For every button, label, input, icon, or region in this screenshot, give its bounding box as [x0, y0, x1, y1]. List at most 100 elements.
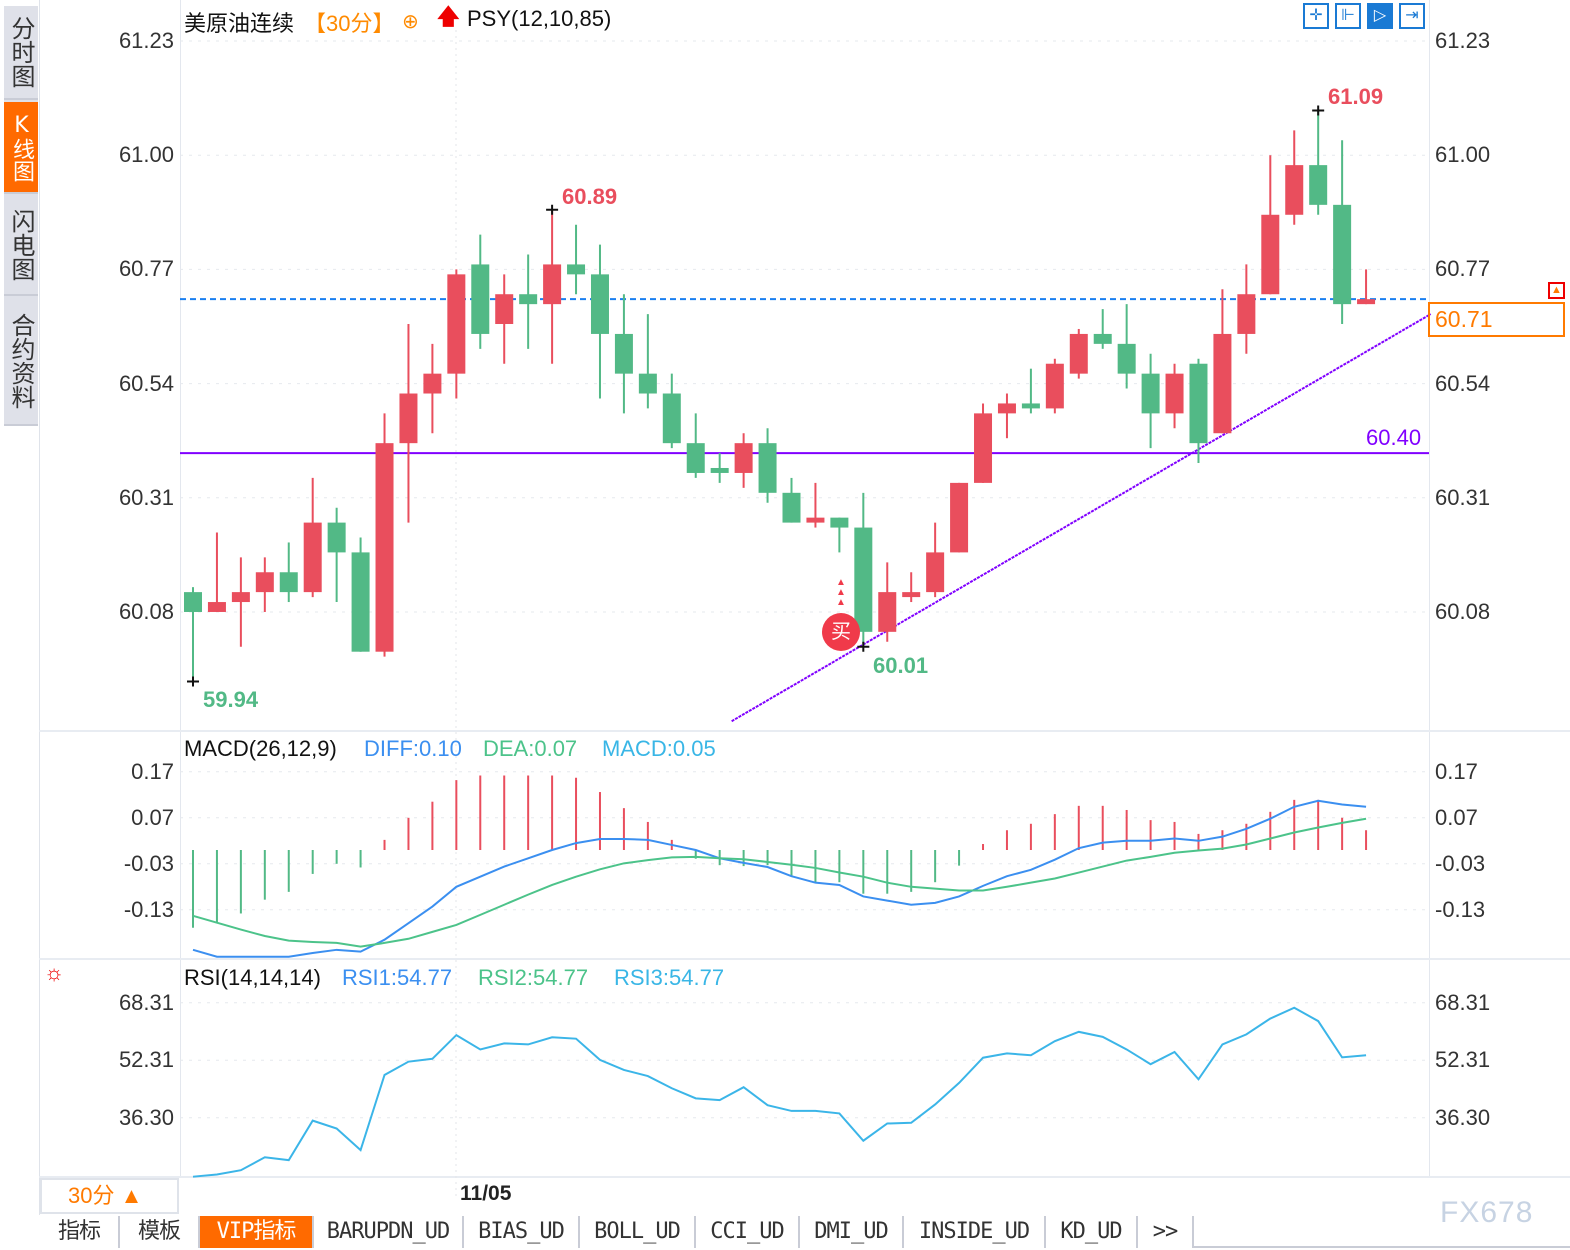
axis-left-border — [180, 0, 181, 1178]
bottom-tab-vip[interactable]: VIP指标 — [200, 1216, 314, 1248]
candle-body — [1165, 373, 1184, 414]
macd-axis-tick: 0.07 — [1435, 804, 1478, 830]
bottom-tab-kd-ud[interactable]: KD_UD — [1046, 1216, 1138, 1248]
rsi-line — [192, 1006, 1367, 1178]
candle-body — [1261, 214, 1280, 295]
candle-body — [878, 592, 897, 632]
candle-body — [1069, 333, 1088, 374]
pan-icon[interactable]: ▷ — [1367, 3, 1393, 29]
candle-body — [1117, 343, 1136, 374]
macd-title: MACD(26,12,9) — [184, 736, 337, 761]
watermark-logo: FX678 — [1440, 1196, 1534, 1229]
bottom-tab-inside-ud[interactable]: INSIDE_UD — [904, 1216, 1046, 1248]
candle-body — [255, 572, 274, 593]
candle-body — [950, 482, 969, 553]
extreme-marker — [187, 676, 199, 687]
bottom-tab-barupdn-ud[interactable]: BARUPDN_UD — [314, 1216, 464, 1248]
candle-body — [830, 517, 849, 528]
sidebar-tab-flash[interactable]: 闪电图 — [4, 196, 38, 296]
candle-body — [1309, 165, 1328, 205]
macd-dea-value: DEA:0.07 — [483, 736, 578, 761]
candle-body — [543, 264, 562, 305]
rsi-axis-tick: 52.31 — [1435, 1047, 1491, 1073]
candle-body — [495, 294, 514, 325]
macd-diff-line — [192, 799, 1367, 958]
extreme-marker — [1312, 105, 1325, 116]
macd-axis-tick: 0.07 — [131, 804, 174, 830]
period-label: 【30分】 — [304, 11, 395, 36]
price-axis-tick: 60.31 — [118, 484, 174, 510]
view-sidebar: 分时图 K线图 闪电图 合约资料 — [4, 6, 38, 426]
candle-body — [327, 522, 346, 553]
candle-body — [351, 552, 370, 652]
rsi-axis-tick: 36.30 — [118, 1104, 174, 1130]
axis-right-border — [1429, 0, 1430, 1178]
price-axis-tick: 60.31 — [1435, 484, 1491, 510]
candle-body — [184, 592, 202, 612]
sidebar-tab-contract-info[interactable]: 合约资料 — [4, 298, 38, 426]
scroll-right-icon[interactable]: ⇥ — [1399, 3, 1425, 29]
rsi-axis-tick: 36.30 — [1435, 1104, 1491, 1130]
panel-separator — [39, 958, 1570, 960]
candle-body — [590, 274, 609, 334]
current-price-box: 60.71 — [1428, 302, 1565, 337]
candle-body — [1021, 403, 1040, 409]
price-axis-tick: 60.77 — [118, 256, 174, 282]
candle-body — [1045, 363, 1064, 409]
support-line-label: 60.40 — [1366, 425, 1422, 450]
zoom-range-icon[interactable]: ⊩ — [1335, 3, 1361, 29]
candle-body — [231, 592, 250, 603]
period-selector[interactable]: 30分 ▲ — [40, 1178, 179, 1214]
extreme-marker — [857, 641, 870, 652]
price-axis-tick: 61.00 — [1435, 142, 1491, 168]
crosshair-icon[interactable]: ✛ — [1303, 3, 1329, 29]
candle-body — [207, 602, 226, 612]
buy-signal-badge: 买 — [822, 613, 860, 651]
candle-body — [519, 294, 538, 305]
sidebar-tab-timeshare[interactable]: 分时图 — [4, 6, 38, 100]
macd-diff-value: DIFF:0.10 — [364, 736, 462, 761]
tab-bar-border — [1194, 1246, 1570, 1248]
bottom-tab-cci-ud[interactable]: CCI_UD — [696, 1216, 800, 1248]
candle-body — [758, 443, 777, 493]
candle-body — [614, 333, 633, 374]
candle-body — [1213, 333, 1232, 434]
candle-body — [902, 592, 921, 598]
candle-body — [926, 552, 945, 593]
price-axis-tick: 60.77 — [1435, 256, 1491, 282]
price-axis-tick: 61.23 — [118, 28, 174, 53]
settings-sun-icon[interactable]: ☼ — [44, 960, 65, 985]
low-label: 59.94 — [203, 687, 259, 712]
circle-plus-icon[interactable]: ⊕ — [402, 11, 419, 33]
candle-body — [375, 443, 394, 652]
bottom-tab-dmi-ud[interactable]: DMI_UD — [800, 1216, 904, 1248]
indicator-label[interactable]: PSY(12,10,85) — [467, 6, 612, 31]
extreme-marker — [546, 204, 559, 215]
rsi2-value: RSI2:54.77 — [478, 965, 589, 990]
bottom-tab-[interactable]: 模板 — [120, 1216, 200, 1248]
rsi-axis-tick: 68.31 — [118, 989, 174, 1015]
rsi1-value: RSI1:54.77 — [342, 965, 453, 990]
candle-body — [279, 572, 298, 593]
bottom-tab-bias-ud[interactable]: BIAS_UD — [464, 1216, 580, 1248]
candle-body — [782, 492, 801, 523]
candle-body — [1333, 204, 1352, 305]
red-up-arrow-icon: 🡅 — [437, 4, 460, 29]
candle-body — [854, 527, 873, 632]
candle-body — [734, 443, 753, 473]
sidebar-tab-kline[interactable]: K线图 — [4, 102, 38, 194]
candle-body — [806, 517, 825, 523]
date-axis-label: 11/05 — [460, 1182, 512, 1205]
candle-body — [997, 403, 1016, 414]
bottom-tab-boll-ud[interactable]: BOLL_UD — [580, 1216, 696, 1248]
trend-line — [731, 313, 1432, 723]
bottom-tab-[interactable]: 指标 — [40, 1216, 120, 1248]
macd-axis-tick: -0.03 — [123, 850, 174, 876]
rsi-title: RSI(14,14,14) — [184, 965, 321, 990]
candle-body — [471, 264, 490, 334]
candle-body — [1141, 373, 1160, 414]
price-alert-icon[interactable]: ▲ — [1548, 282, 1565, 299]
candle-body — [1357, 299, 1376, 305]
bottom-tab-[interactable]: >> — [1138, 1216, 1194, 1248]
